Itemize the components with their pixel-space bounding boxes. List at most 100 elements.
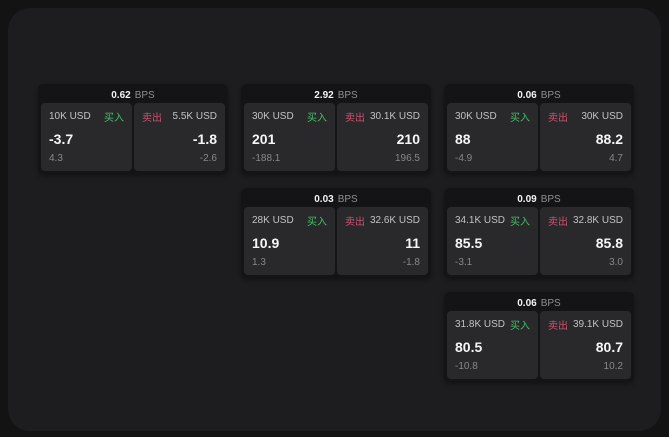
sell-amount: 32.6K USD <box>369 215 420 226</box>
quote-card: 0.62 BPS 10K USD 买入 -3.7 4.3 卖出 5.5K USD… <box>38 84 228 174</box>
sell-price: -1.8 <box>192 130 217 147</box>
sell-quote-tile[interactable]: 卖出 30.1K USD 210 196.5 <box>337 103 428 171</box>
buy-quote-tile[interactable]: 30K USD 买入 201 -188.1 <box>244 103 335 171</box>
buy-delta: 1.3 <box>252 257 266 268</box>
buy-quote-tile[interactable]: 34.1K USD 买入 85.5 -3.1 <box>447 207 538 275</box>
buy-price: -3.7 <box>49 130 74 147</box>
sell-price: 210 <box>396 130 420 147</box>
sell-tile-top-row: 卖出 32.6K USD <box>345 213 420 228</box>
sell-quote-tile[interactable]: 卖出 32.6K USD 11 -1.8 <box>337 207 428 275</box>
buy-price: 201 <box>252 130 276 147</box>
sell-side-label: 卖出 <box>345 113 365 124</box>
bps-unit-label: BPS <box>540 193 561 205</box>
buy-delta: -4.9 <box>455 153 473 164</box>
buy-price: 10.9 <box>252 234 280 251</box>
sell-quote-tile[interactable]: 卖出 32.8K USD 85.8 3.0 <box>540 207 631 275</box>
sell-tile-top-row: 卖出 30.1K USD <box>345 109 420 124</box>
sell-delta: 4.7 <box>609 153 623 164</box>
bps-value: 0.62 <box>111 89 131 101</box>
buy-price: 80.5 <box>455 338 483 355</box>
buy-amount: 34.1K USD <box>455 215 506 226</box>
bps-value: 0.03 <box>314 193 334 205</box>
sell-amount: 30K USD <box>581 111 623 122</box>
buy-amount: 28K USD <box>252 215 294 226</box>
sell-quote-tile[interactable]: 卖出 39.1K USD 80.7 10.2 <box>540 311 631 379</box>
sell-side-label: 卖出 <box>345 217 365 228</box>
quote-card: 0.06 BPS 31.8K USD 买入 80.5 -10.8 卖出 39.1… <box>444 292 634 382</box>
sell-side-label: 卖出 <box>548 113 568 124</box>
bps-value: 0.06 <box>517 89 537 101</box>
card-body: 31.8K USD 买入 80.5 -10.8 卖出 39.1K USD 80.… <box>447 311 631 379</box>
buy-tile-top-row: 31.8K USD 买入 <box>455 317 530 332</box>
sell-price: 85.8 <box>595 234 623 251</box>
card-body: 30K USD 买入 201 -188.1 卖出 30.1K USD 210 1… <box>244 103 428 171</box>
bps-unit-label: BPS <box>134 89 155 101</box>
buy-amount: 30K USD <box>252 111 294 122</box>
buy-delta: -188.1 <box>252 153 281 164</box>
sell-tile-top-row: 卖出 39.1K USD <box>548 317 623 332</box>
sell-amount: 39.1K USD <box>572 319 623 330</box>
quote-card: 2.92 BPS 30K USD 买入 201 -188.1 卖出 30.1K … <box>241 84 431 174</box>
sell-tile-top-row: 卖出 5.5K USD <box>142 109 217 124</box>
buy-side-label: 买入 <box>104 113 124 124</box>
card-header: 0.06 BPS <box>447 295 631 311</box>
buy-tile-top-row: 28K USD 买入 <box>252 213 327 228</box>
sell-amount: 30.1K USD <box>369 111 420 122</box>
buy-tile-top-row: 10K USD 买入 <box>49 109 124 124</box>
sell-tile-top-row: 卖出 30K USD <box>548 109 623 124</box>
buy-delta: 4.3 <box>49 153 63 164</box>
bps-value: 0.06 <box>517 297 537 309</box>
sell-quote-tile[interactable]: 卖出 30K USD 88.2 4.7 <box>540 103 631 171</box>
sell-side-label: 卖出 <box>548 321 568 332</box>
buy-side-label: 买入 <box>307 217 327 228</box>
buy-price: 88 <box>455 130 471 147</box>
buy-quote-tile[interactable]: 28K USD 买入 10.9 1.3 <box>244 207 335 275</box>
buy-delta: -10.8 <box>455 361 478 372</box>
card-header: 0.03 BPS <box>244 191 428 207</box>
buy-delta: -3.1 <box>455 257 473 268</box>
bps-unit-label: BPS <box>540 89 561 101</box>
quote-card: 0.09 BPS 34.1K USD 买入 85.5 -3.1 卖出 32.8K… <box>444 188 634 278</box>
buy-quote-tile[interactable]: 31.8K USD 买入 80.5 -10.8 <box>447 311 538 379</box>
sell-quote-tile[interactable]: 卖出 5.5K USD -1.8 -2.6 <box>134 103 225 171</box>
card-body: 34.1K USD 买入 85.5 -3.1 卖出 32.8K USD 85.8… <box>447 207 631 275</box>
sell-delta: 10.2 <box>603 361 623 372</box>
bps-value: 2.92 <box>314 89 334 101</box>
card-header: 0.06 BPS <box>447 87 631 103</box>
card-body: 28K USD 买入 10.9 1.3 卖出 32.6K USD 11 -1.8 <box>244 207 428 275</box>
sell-delta: -1.8 <box>402 257 420 268</box>
sell-tile-top-row: 卖出 32.8K USD <box>548 213 623 228</box>
card-header: 0.62 BPS <box>41 87 225 103</box>
buy-amount: 10K USD <box>49 111 91 122</box>
buy-amount: 31.8K USD <box>455 319 506 330</box>
buy-price: 85.5 <box>455 234 483 251</box>
sell-price: 80.7 <box>595 338 623 355</box>
card-body: 10K USD 买入 -3.7 4.3 卖出 5.5K USD -1.8 -2.… <box>41 103 225 171</box>
sell-amount: 32.8K USD <box>572 215 623 226</box>
buy-quote-tile[interactable]: 30K USD 买入 88 -4.9 <box>447 103 538 171</box>
quote-card: 0.06 BPS 30K USD 买入 88 -4.9 卖出 30K USD 8… <box>444 84 634 174</box>
buy-side-label: 买入 <box>307 113 327 124</box>
buy-side-label: 买入 <box>510 217 530 228</box>
bps-unit-label: BPS <box>540 297 561 309</box>
sell-delta: -2.6 <box>199 153 217 164</box>
bps-unit-label: BPS <box>337 193 358 205</box>
buy-quote-tile[interactable]: 10K USD 买入 -3.7 4.3 <box>41 103 132 171</box>
buy-side-label: 买入 <box>510 321 530 332</box>
sell-side-label: 卖出 <box>548 217 568 228</box>
bps-value: 0.09 <box>517 193 537 205</box>
sell-delta: 3.0 <box>609 257 623 268</box>
card-body: 30K USD 买入 88 -4.9 卖出 30K USD 88.2 4.7 <box>447 103 631 171</box>
buy-tile-top-row: 30K USD 买入 <box>455 109 530 124</box>
sell-amount: 5.5K USD <box>172 111 217 122</box>
card-header: 2.92 BPS <box>244 87 428 103</box>
buy-side-label: 买入 <box>510 113 530 124</box>
quote-card: 0.03 BPS 28K USD 买入 10.9 1.3 卖出 32.6K US… <box>241 188 431 278</box>
sell-side-label: 卖出 <box>142 113 162 124</box>
buy-tile-top-row: 30K USD 买入 <box>252 109 327 124</box>
card-header: 0.09 BPS <box>447 191 631 207</box>
buy-amount: 30K USD <box>455 111 497 122</box>
sell-price: 88.2 <box>595 130 623 147</box>
sell-price: 11 <box>405 234 420 251</box>
quote-cards-grid: 0.62 BPS 10K USD 买入 -3.7 4.3 卖出 5.5K USD… <box>38 84 634 382</box>
